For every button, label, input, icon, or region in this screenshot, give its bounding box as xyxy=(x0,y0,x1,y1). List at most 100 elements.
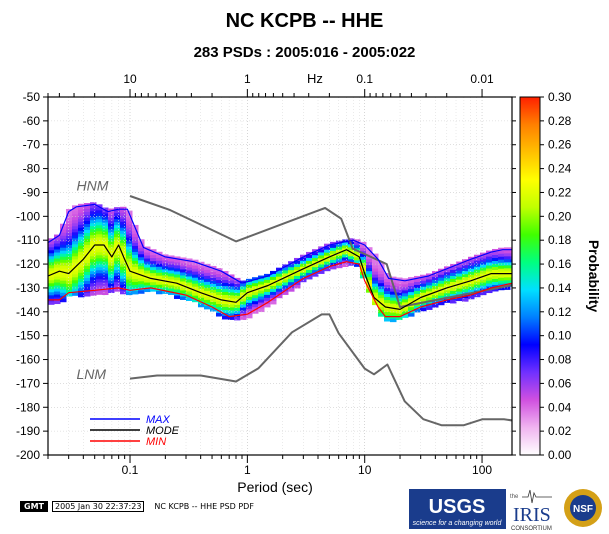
density-cell xyxy=(126,285,133,290)
density-cell xyxy=(114,279,121,283)
density-cell xyxy=(366,268,373,272)
density-cell xyxy=(102,243,109,248)
density-cell xyxy=(252,307,259,311)
density-cell xyxy=(78,239,85,244)
density-cell xyxy=(168,288,175,292)
density-cell xyxy=(96,276,103,280)
density-cell xyxy=(444,293,451,297)
density-cell xyxy=(108,289,115,294)
density-cell xyxy=(96,249,103,253)
density-cell xyxy=(432,283,439,287)
density-cell xyxy=(78,242,85,247)
density-cell xyxy=(132,233,139,238)
density-cell xyxy=(102,276,109,281)
density-cell xyxy=(222,276,229,281)
density-cell xyxy=(330,244,337,249)
density-cell xyxy=(126,252,133,257)
density-cell xyxy=(84,257,91,261)
density-cell xyxy=(90,283,97,287)
density-cell xyxy=(306,257,313,262)
density-cell xyxy=(390,312,397,317)
y-tick-label: -120 xyxy=(16,257,40,271)
density-cell xyxy=(132,275,139,280)
density-cell xyxy=(504,268,511,272)
density-cell xyxy=(474,293,481,298)
density-cell xyxy=(468,286,475,291)
density-cell xyxy=(126,261,133,266)
density-cell xyxy=(378,277,385,281)
density-cell xyxy=(48,259,55,263)
density-cell xyxy=(96,240,103,244)
density-cell xyxy=(144,276,151,281)
density-cell xyxy=(138,278,145,282)
density-cell xyxy=(402,287,409,291)
density-cell xyxy=(222,306,229,311)
top-axis-label: Hz xyxy=(307,71,323,86)
density-cell xyxy=(294,266,301,271)
density-cell xyxy=(480,282,487,287)
y-tick-label: -110 xyxy=(17,233,40,247)
density-cell xyxy=(294,284,301,289)
density-cell xyxy=(48,268,55,272)
colorbar-tick-label: 0.26 xyxy=(548,138,572,152)
density-cell xyxy=(78,293,85,298)
density-cell xyxy=(48,289,55,293)
density-cell xyxy=(78,206,85,211)
density-cell xyxy=(114,276,121,280)
density-cell xyxy=(210,280,217,285)
density-cell xyxy=(90,265,97,269)
density-cell xyxy=(174,283,181,287)
density-cell xyxy=(294,275,301,280)
density-cell xyxy=(258,290,265,295)
x-tick-label: 0.1 xyxy=(122,463,139,477)
density-cell xyxy=(264,303,271,308)
density-cell xyxy=(252,298,259,302)
density-cell xyxy=(438,283,445,288)
density-cell xyxy=(114,273,121,277)
density-cell xyxy=(132,236,139,241)
density-cell xyxy=(324,252,331,257)
density-cell xyxy=(72,280,79,284)
density-cell xyxy=(138,269,145,273)
density-cell xyxy=(348,247,355,251)
density-cell xyxy=(252,280,259,284)
density-cell xyxy=(132,281,139,286)
density-cell xyxy=(138,242,145,246)
density-cell xyxy=(192,262,199,267)
density-cell xyxy=(222,282,229,287)
density-cell xyxy=(210,277,217,282)
density-cell xyxy=(90,220,97,224)
density-cell xyxy=(132,284,139,289)
density-cell xyxy=(468,295,475,300)
density-cell xyxy=(330,247,337,252)
density-cell xyxy=(402,308,409,312)
density-cell xyxy=(60,244,67,249)
density-cell xyxy=(282,273,289,277)
density-cell xyxy=(60,265,67,270)
density-cell xyxy=(72,229,79,233)
density-cell xyxy=(66,223,73,228)
density-cell xyxy=(444,275,451,279)
density-cell xyxy=(84,248,91,252)
density-cell xyxy=(354,242,361,246)
density-cell xyxy=(132,263,139,268)
density-cell xyxy=(102,228,109,233)
density-cell xyxy=(426,294,433,298)
density-cell xyxy=(324,246,331,251)
density-cell xyxy=(48,283,55,287)
density-cell xyxy=(114,264,121,268)
density-cell xyxy=(384,288,391,292)
density-cell xyxy=(150,288,157,292)
density-cell xyxy=(60,262,67,267)
density-cell xyxy=(228,295,235,299)
density-cell xyxy=(378,292,385,296)
density-cell xyxy=(120,221,127,226)
density-cell xyxy=(126,225,133,230)
density-cell xyxy=(96,213,103,217)
density-cell xyxy=(258,284,265,289)
density-cell xyxy=(144,282,151,287)
density-cell xyxy=(252,295,259,299)
density-cell xyxy=(288,270,295,274)
density-cell xyxy=(210,289,217,294)
density-cell xyxy=(132,290,139,295)
